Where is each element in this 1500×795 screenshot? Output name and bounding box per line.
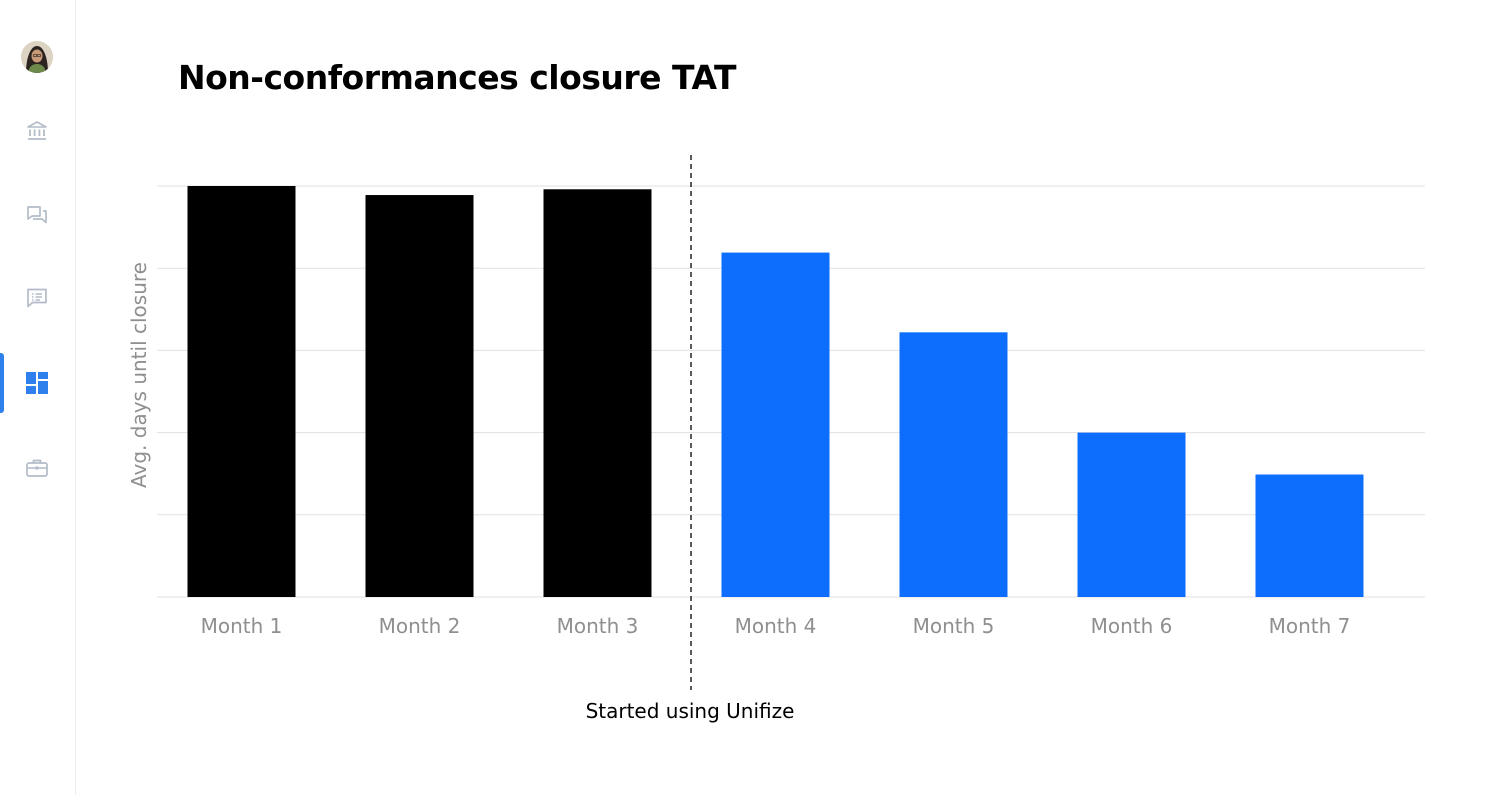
x-tick-labels: Month 1 Month 2 Month 3 Month 4 Month 5 Month… [201, 614, 1351, 638]
chat-icon [27, 206, 47, 224]
avatar[interactable] [21, 41, 53, 73]
sidebar-item-chats[interactable] [0, 185, 75, 245]
bar-month-7 [1255, 474, 1364, 597]
x-tick-label: Month 7 [1269, 614, 1351, 638]
bank-icon [27, 121, 47, 140]
bar-month-3 [543, 189, 652, 597]
x-tick-label: Month 3 [557, 614, 639, 638]
bar-month-6 [1077, 432, 1186, 597]
sidebar-item-bank[interactable] [0, 101, 75, 161]
x-tick-label: Month 1 [201, 614, 283, 638]
y-axis-label: Avg. days until closure [127, 262, 151, 488]
briefcase-icon [26, 459, 48, 477]
avatar-image [21, 41, 53, 73]
chart-title: Non-conformances closure TAT [178, 58, 737, 97]
annotation-label: Started using Unifize [585, 699, 795, 723]
x-tick-label: Month 6 [1091, 614, 1173, 638]
sidebar-item-dashboard[interactable] [0, 353, 75, 413]
sidebar-item-messages[interactable] [0, 268, 75, 328]
bar-month-5 [899, 332, 1008, 597]
bar-month-2 [365, 195, 474, 598]
bars [187, 186, 1364, 598]
x-tick-label: Month 5 [913, 614, 995, 638]
bar-month-4 [721, 252, 830, 597]
bar-month-1 [187, 186, 296, 597]
sidebar [0, 0, 76, 795]
x-tick-label: Month 4 [735, 614, 817, 638]
x-tick-label: Month 2 [379, 614, 461, 638]
sidebar-item-work[interactable] [0, 438, 75, 498]
dashboard-icon [26, 372, 48, 394]
message-list-icon [27, 288, 47, 308]
